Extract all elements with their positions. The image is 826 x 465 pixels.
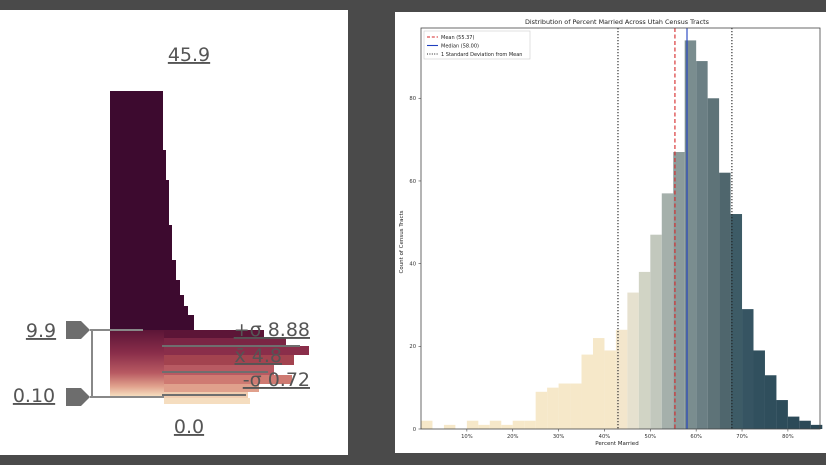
lower-break-label[interactable]: 0.10 bbox=[13, 385, 55, 407]
y-tick-label: 40 bbox=[409, 261, 416, 267]
histogram-bar bbox=[443, 424, 456, 429]
distribution-chart-svg: Distribution of Percent Married Across U… bbox=[399, 18, 823, 447]
chart-title: Distribution of Percent Married Across U… bbox=[525, 18, 710, 26]
histogram-bar bbox=[787, 416, 800, 429]
histogram-bar bbox=[776, 400, 788, 429]
legend-box bbox=[423, 30, 531, 60]
histogram-bar bbox=[627, 292, 639, 429]
histogram-bar bbox=[489, 420, 502, 429]
histogram-bar bbox=[764, 375, 777, 429]
histogram-bar bbox=[684, 40, 697, 429]
histogram-bar bbox=[478, 424, 490, 429]
histogram-bar bbox=[421, 420, 433, 429]
x-tick-label: 40% bbox=[599, 434, 611, 440]
y-axis-ticks: 0 20 40 60 80 bbox=[409, 96, 421, 433]
histogram-bar bbox=[466, 420, 479, 429]
pentagon-pointer-icon[interactable] bbox=[66, 321, 90, 339]
low-bar bbox=[164, 398, 250, 404]
histogram-bar bbox=[547, 387, 559, 429]
histogram-bar bbox=[604, 350, 616, 429]
legend-histogram-panel: 45.9 bbox=[0, 10, 348, 455]
histogram-bar bbox=[512, 420, 525, 429]
histogram-bar bbox=[650, 234, 662, 429]
y-tick-label: 20 bbox=[409, 344, 416, 350]
histogram-bar bbox=[661, 193, 674, 429]
x-tick-label: 60% bbox=[690, 434, 702, 440]
x-tick-label: 70% bbox=[736, 434, 748, 440]
histogram-bar bbox=[558, 383, 571, 429]
histogram-bar bbox=[615, 329, 628, 429]
histogram-bar bbox=[673, 152, 685, 429]
plot-frame bbox=[420, 27, 821, 430]
low-bar bbox=[164, 330, 264, 338]
histogram-bar bbox=[696, 61, 708, 429]
histogram-low-bars bbox=[164, 330, 309, 404]
histogram-bar bbox=[810, 424, 823, 429]
histogram-bar bbox=[742, 309, 754, 429]
histogram-bar bbox=[753, 350, 765, 429]
histogram-bar bbox=[719, 172, 731, 429]
reference-lines bbox=[617, 28, 733, 429]
legend-histogram-svg: 45.9 bbox=[13, 44, 310, 438]
upper-break-label[interactable]: 9.9 bbox=[26, 320, 56, 342]
low-bar bbox=[164, 346, 309, 355]
x-tick-label: 10% bbox=[461, 434, 473, 440]
pentagon-pointer-icon[interactable] bbox=[66, 388, 90, 406]
histogram-tail bbox=[110, 150, 194, 330]
histogram-bar bbox=[638, 271, 651, 429]
histogram-bar bbox=[707, 98, 720, 429]
distribution-chart-panel: Distribution of Percent Married Across U… bbox=[395, 12, 826, 453]
low-bar bbox=[164, 375, 292, 384]
x-axis-label: Percent Married bbox=[595, 441, 638, 447]
low-bar bbox=[164, 365, 274, 375]
max-value-label: 45.9 bbox=[168, 44, 210, 66]
min-value-label: 0.0 bbox=[174, 416, 204, 438]
plus-sigma-label: +σ 8.88 bbox=[234, 319, 310, 341]
mean-label: x̄ 4.8 bbox=[235, 345, 283, 367]
y-axis-label: Count of Census Tracts bbox=[399, 210, 405, 273]
histogram-bar bbox=[570, 383, 582, 429]
x-tick-label: 50% bbox=[645, 434, 657, 440]
low-bar bbox=[164, 338, 286, 346]
legend-entry-label: Median (58.00) bbox=[441, 43, 479, 49]
legend-entry-label: 1 Standard Deviation from Mean bbox=[441, 52, 522, 58]
histogram-bar bbox=[799, 420, 811, 429]
legend-entry-label: Mean (55.37) bbox=[441, 35, 474, 41]
y-tick-label: 0 bbox=[413, 427, 416, 433]
minus-sigma-label: -σ 0.72 bbox=[243, 369, 310, 391]
tail-step bbox=[110, 315, 194, 330]
low-bar bbox=[164, 355, 294, 365]
histogram-bar bbox=[581, 354, 593, 429]
histogram-bars bbox=[421, 40, 823, 429]
y-tick-label: 80 bbox=[409, 96, 416, 102]
x-tick-label: 30% bbox=[553, 434, 565, 440]
y-tick-label: 60 bbox=[409, 179, 416, 185]
chart-legend: Mean (55.37) Median (58.00) 1 Standard Dev… bbox=[423, 30, 531, 60]
histogram-bar bbox=[592, 338, 605, 429]
histogram-bar bbox=[524, 420, 536, 429]
x-tick-label: 20% bbox=[507, 434, 519, 440]
x-tick-label: 80% bbox=[782, 434, 794, 440]
low-bar bbox=[164, 384, 259, 392]
x-axis-ticks: 10% 20% 30% 40% 50% 60% 70% 80% bbox=[461, 429, 794, 440]
histogram-bar bbox=[730, 214, 743, 429]
histogram-bar bbox=[535, 391, 548, 429]
histogram-bar bbox=[501, 424, 513, 429]
histogram-low-gradient bbox=[110, 330, 164, 396]
